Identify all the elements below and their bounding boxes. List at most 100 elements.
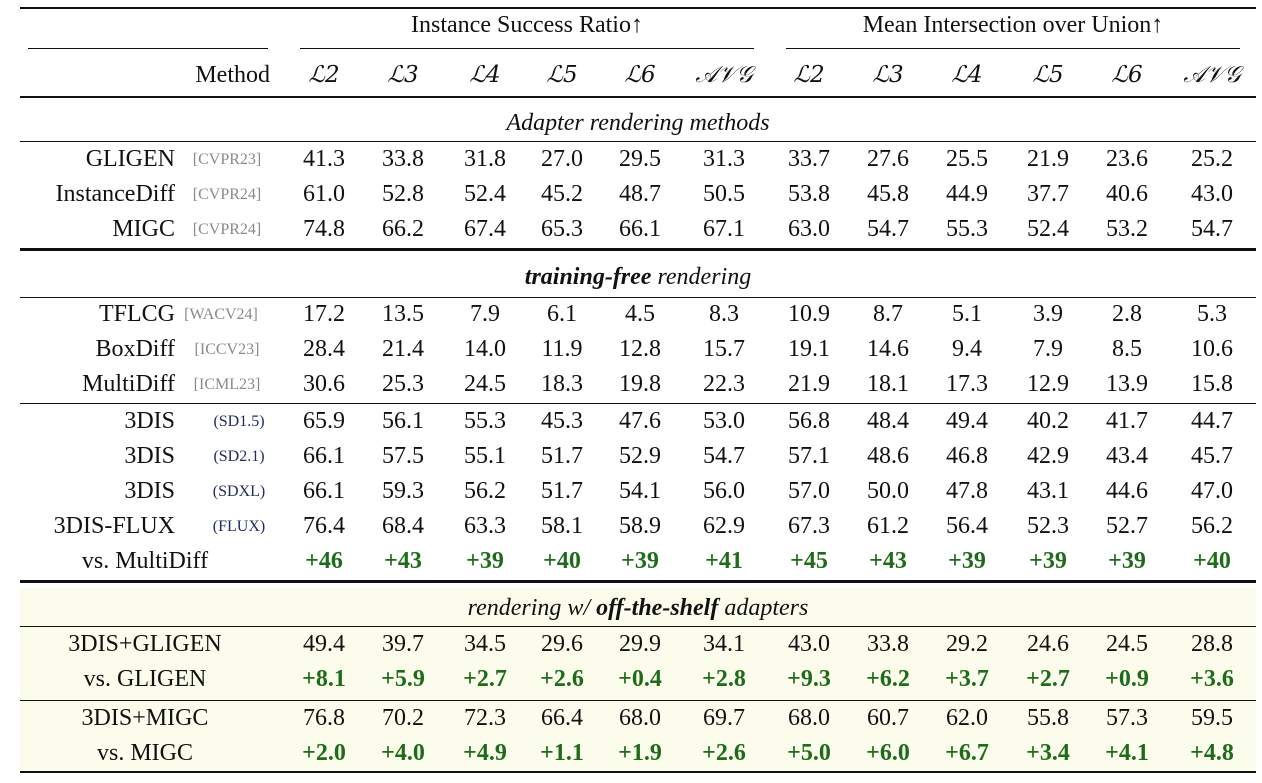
venue-tag: [CVPR24] bbox=[192, 186, 262, 203]
offshelf-pre: rendering w/ bbox=[467, 595, 597, 621]
improvement-cell: +9.3 bbox=[787, 666, 831, 692]
value-cell: 47.8 bbox=[946, 478, 988, 504]
value-cell: 14.0 bbox=[464, 336, 506, 362]
value-cell: 66.4 bbox=[541, 705, 583, 731]
group-header-success-ratio: Instance Success Ratio↑ bbox=[411, 12, 643, 38]
value-cell: 56.4 bbox=[946, 513, 988, 539]
column-header-10: ℒ6 bbox=[1111, 62, 1143, 88]
value-cell: 21.9 bbox=[1027, 146, 1069, 172]
value-cell: 23.6 bbox=[1106, 146, 1148, 172]
value-cell: 63.0 bbox=[788, 216, 830, 242]
group1-rule bbox=[300, 48, 754, 49]
offshelf-shading bbox=[20, 588, 1256, 772]
value-cell: 61.0 bbox=[303, 181, 345, 207]
value-cell: 58.9 bbox=[619, 513, 661, 539]
improvement-cell: +5.9 bbox=[381, 666, 425, 692]
column-header-2: ℒ4 bbox=[469, 62, 501, 88]
value-cell: 28.8 bbox=[1191, 631, 1233, 657]
offshelf-emph: off-the-shelf bbox=[596, 595, 719, 621]
value-cell: 18.3 bbox=[541, 371, 583, 397]
column-header-3: ℒ5 bbox=[546, 62, 578, 88]
method-name: 3DIS bbox=[124, 478, 175, 504]
value-cell: 53.2 bbox=[1106, 216, 1148, 242]
improvement-cell: +40 bbox=[1193, 548, 1231, 574]
method-name: vs. MIGC bbox=[96, 740, 193, 766]
value-cell: 25.3 bbox=[382, 371, 424, 397]
offshelf-title-rule bbox=[20, 626, 1256, 627]
value-cell: 13.9 bbox=[1106, 371, 1148, 397]
value-cell: 50.5 bbox=[703, 181, 745, 207]
value-cell: 54.7 bbox=[867, 216, 909, 242]
value-cell: 33.7 bbox=[788, 146, 830, 172]
value-cell: 8.3 bbox=[709, 301, 739, 327]
value-cell: 11.9 bbox=[541, 336, 583, 362]
training-free-emph: training-free bbox=[524, 264, 652, 290]
value-cell: 17.3 bbox=[946, 371, 988, 397]
offshelf-split-rule bbox=[20, 700, 1256, 701]
value-cell: 5.3 bbox=[1197, 301, 1227, 327]
value-cell: 43.1 bbox=[1027, 478, 1069, 504]
model-tag: (SD1.5) bbox=[213, 413, 265, 430]
value-cell: 19.1 bbox=[788, 336, 830, 362]
adapter-title-rule bbox=[20, 141, 1256, 142]
method-name: vs. MultiDiff bbox=[81, 548, 209, 574]
value-cell: 39.7 bbox=[382, 631, 424, 657]
value-cell: 47.0 bbox=[1191, 478, 1233, 504]
method-name: 3DIS+GLIGEN bbox=[68, 631, 222, 657]
value-cell: 33.8 bbox=[382, 146, 424, 172]
value-cell: 45.3 bbox=[541, 408, 583, 434]
value-cell: 12.8 bbox=[619, 336, 661, 362]
value-cell: 55.8 bbox=[1027, 705, 1069, 731]
value-cell: 44.6 bbox=[1106, 478, 1148, 504]
value-cell: 15.7 bbox=[703, 336, 745, 362]
improvement-cell: +3.7 bbox=[945, 666, 989, 692]
value-cell: 47.6 bbox=[619, 408, 661, 434]
value-cell: 24.5 bbox=[464, 371, 506, 397]
value-cell: 18.1 bbox=[867, 371, 909, 397]
value-cell: 66.1 bbox=[303, 443, 345, 469]
value-cell: 7.9 bbox=[470, 301, 500, 327]
venue-tag: [ICML23] bbox=[193, 376, 261, 393]
value-cell: 70.2 bbox=[382, 705, 424, 731]
improvement-cell: +40 bbox=[543, 548, 581, 574]
value-cell: 57.1 bbox=[788, 443, 830, 469]
method-name: 3DIS-FLUX bbox=[53, 513, 175, 539]
value-cell: 48.7 bbox=[619, 181, 661, 207]
improvement-cell: +39 bbox=[621, 548, 659, 574]
value-cell: 44.7 bbox=[1191, 408, 1233, 434]
improvement-cell: +5.0 bbox=[787, 740, 831, 766]
value-cell: 21.9 bbox=[788, 371, 830, 397]
value-cell: 51.7 bbox=[541, 443, 583, 469]
value-cell: 8.7 bbox=[873, 301, 903, 327]
value-cell: 56.8 bbox=[788, 408, 830, 434]
value-cell: 44.9 bbox=[946, 181, 988, 207]
improvement-cell: +39 bbox=[948, 548, 986, 574]
improvement-cell: +2.7 bbox=[463, 666, 507, 692]
value-cell: 57.5 bbox=[382, 443, 424, 469]
improvement-cell: +41 bbox=[705, 548, 743, 574]
section-offshelf-title: rendering w/ off-the-shelf adapters bbox=[20, 591, 1256, 625]
offshelf-post: adapters bbox=[718, 595, 809, 621]
value-cell: 46.8 bbox=[946, 443, 988, 469]
value-cell: 58.1 bbox=[541, 513, 583, 539]
improvement-cell: +2.8 bbox=[702, 666, 746, 692]
value-cell: 31.3 bbox=[703, 146, 745, 172]
value-cell: 30.6 bbox=[303, 371, 345, 397]
improvement-cell: +43 bbox=[384, 548, 422, 574]
method-name: MultiDiff bbox=[82, 371, 175, 397]
value-cell: 65.3 bbox=[541, 216, 583, 242]
value-cell: 67.4 bbox=[464, 216, 506, 242]
improvement-cell: +45 bbox=[790, 548, 828, 574]
value-cell: 34.1 bbox=[703, 631, 745, 657]
value-cell: 5.1 bbox=[952, 301, 982, 327]
column-header-0: ℒ2 bbox=[308, 62, 340, 88]
method-name: vs. GLIGEN bbox=[83, 666, 207, 692]
improvement-cell: +3.6 bbox=[1190, 666, 1234, 692]
value-cell: 52.8 bbox=[382, 181, 424, 207]
value-cell: 29.5 bbox=[619, 146, 661, 172]
value-cell: 40.6 bbox=[1106, 181, 1148, 207]
improvement-cell: +6.7 bbox=[945, 740, 989, 766]
venue-tag: [CVPR23] bbox=[192, 151, 262, 168]
value-cell: 63.3 bbox=[464, 513, 506, 539]
trainfree-title-rule bbox=[20, 297, 1256, 298]
